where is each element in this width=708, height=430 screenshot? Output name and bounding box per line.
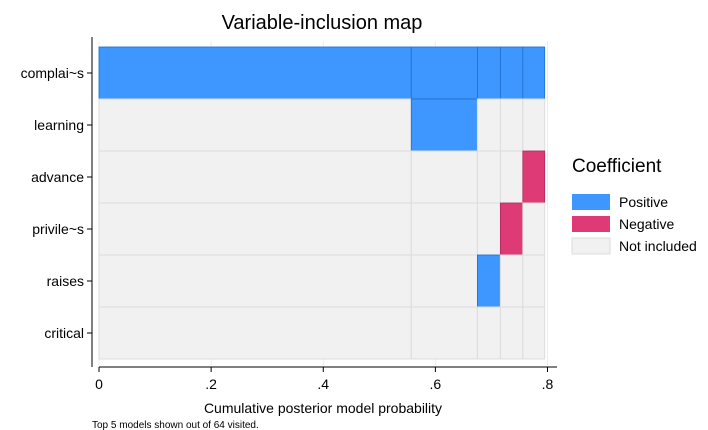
footnote: Top 5 models shown out of 64 visited. <box>92 420 259 430</box>
legend-title: Coefficient <box>572 156 662 177</box>
cell-critical-model-5 <box>522 306 546 360</box>
x-tick-label: 0 <box>95 376 103 392</box>
legend: Coefficient Positive Negative Not included <box>571 156 697 255</box>
cell-learning-model-2 <box>410 98 478 152</box>
legend-swatch-not-included <box>571 237 611 255</box>
cell-advance-model-3 <box>476 150 501 204</box>
x-axis-label: Cumulative posterior model probability <box>204 400 442 416</box>
cell-complais-model-5 <box>522 46 546 100</box>
cells-layer <box>98 46 546 360</box>
cell-complais-model-1 <box>98 46 412 100</box>
y-tick-label: critical <box>44 325 84 341</box>
y-tick-label: advance <box>31 169 84 185</box>
cell-learning-model-1 <box>98 98 412 152</box>
cell-learning-model-3 <box>476 98 501 152</box>
cell-raises-model-5 <box>522 254 546 308</box>
legend-label-negative: Negative <box>619 216 674 232</box>
x-tick-label: .4 <box>317 376 329 392</box>
cell-critical-model-3 <box>476 306 501 360</box>
axes-layer: complai~s learning advance privile~s raises c… <box>21 37 557 392</box>
cell-priviles-model-3 <box>476 202 501 256</box>
cell-critical-model-1 <box>98 306 412 360</box>
x-tick-label: .8 <box>542 376 554 392</box>
cell-learning-model-5 <box>522 98 546 152</box>
cell-priviles-model-1 <box>98 202 412 256</box>
cell-advance-model-2 <box>410 150 478 204</box>
cell-priviles-model-2 <box>410 202 478 256</box>
cell-critical-model-2 <box>410 306 478 360</box>
cell-raises-model-2 <box>410 254 478 308</box>
cell-raises-model-3 <box>477 254 501 308</box>
y-tick-label: privile~s <box>32 221 84 237</box>
cell-critical-model-4 <box>499 306 524 360</box>
cell-learning-model-4 <box>499 98 524 152</box>
cell-raises-model-4 <box>499 254 524 308</box>
cell-complais-model-3 <box>477 46 501 100</box>
cell-advance-model-1 <box>98 150 412 204</box>
chart-title: Variable-inclusion map <box>222 12 423 34</box>
cell-complais-model-2 <box>410 46 478 100</box>
x-tick-label: .2 <box>205 376 217 392</box>
y-tick-label: complai~s <box>21 65 84 81</box>
x-tick-label: .6 <box>430 376 442 392</box>
y-tick-label: raises <box>47 273 84 289</box>
cell-priviles-model-5 <box>522 202 546 256</box>
cell-advance-model-5 <box>522 150 546 204</box>
y-tick-label: learning <box>34 117 84 133</box>
cell-priviles-model-4 <box>500 202 524 256</box>
legend-swatch-negative <box>572 216 610 232</box>
cell-raises-model-1 <box>98 254 412 308</box>
cell-advance-model-4 <box>499 150 524 204</box>
legend-label-not-included: Not included <box>619 238 697 254</box>
cell-complais-model-4 <box>500 46 524 100</box>
legend-label-positive: Positive <box>619 194 668 210</box>
legend-swatch-positive <box>572 194 610 210</box>
